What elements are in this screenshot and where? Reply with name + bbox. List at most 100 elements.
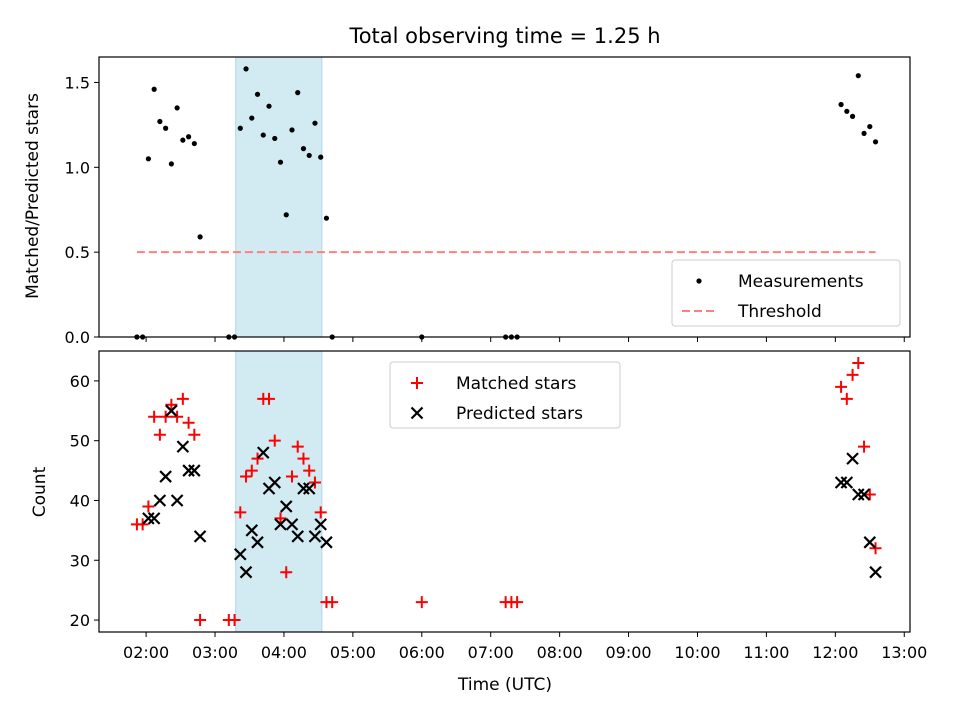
data-point (176, 440, 190, 453)
legend-box (389, 361, 621, 429)
data-point (852, 356, 865, 369)
data-point (857, 488, 871, 501)
y-tick-label: 50 (70, 432, 90, 451)
data-point (266, 103, 272, 109)
x-axis-label: Time (UTC) (457, 675, 552, 695)
y-tick-label: 1.5 (65, 73, 90, 92)
data-point (834, 476, 848, 489)
data-point (314, 518, 327, 531)
data-point (320, 536, 333, 549)
y-tick-label: 20 (70, 611, 90, 630)
data-point (838, 101, 844, 108)
data-point (840, 476, 854, 489)
data-point (256, 446, 270, 459)
data-point (302, 482, 316, 495)
data-point (197, 234, 203, 240)
data-point (245, 464, 258, 477)
data-point (415, 596, 428, 609)
legend: Matched stars Predicted stars (389, 361, 621, 429)
data-point (157, 118, 163, 125)
data-point (846, 368, 859, 381)
data-point (194, 614, 207, 627)
data-point (153, 494, 167, 507)
data-point (272, 135, 278, 142)
data-point (844, 108, 850, 114)
data-point (285, 518, 299, 531)
data-point (312, 120, 318, 126)
data-point (239, 565, 253, 579)
highlight-span (235, 56, 323, 338)
data-point (243, 66, 249, 72)
data-point (251, 452, 264, 465)
data-point (165, 398, 178, 411)
data-point (234, 547, 247, 561)
data-point (289, 127, 295, 133)
data-point (163, 125, 169, 131)
legend-label: Predicted stars (456, 404, 583, 424)
data-point (254, 91, 261, 97)
data-point (274, 512, 287, 525)
data-point (234, 506, 247, 519)
data-point (148, 410, 161, 423)
x-tick-label: 08:00 (537, 643, 583, 662)
series-matched-stars (130, 356, 882, 627)
data-point (285, 470, 298, 483)
top-panel: 0.0 0.5 1.0 1.5 Measurements Threshold (65, 56, 911, 347)
y-tick-label: 0.0 (65, 328, 90, 347)
series-predicted-stars (142, 404, 882, 579)
data-point (151, 86, 157, 92)
legend-label: Matched stars (456, 374, 576, 394)
data-point (268, 434, 281, 447)
y-tick-label: 30 (70, 551, 90, 570)
data-point (136, 518, 149, 531)
data-point (240, 470, 253, 483)
legend-label: Threshold (737, 302, 822, 322)
data-point (274, 518, 287, 531)
data-point (295, 90, 301, 96)
data-point (245, 524, 259, 537)
data-point (835, 380, 848, 393)
data-point (159, 410, 172, 423)
data-point (260, 132, 266, 138)
x-tick-label: 05:00 (330, 643, 376, 662)
data-point (176, 392, 189, 405)
data-point (188, 464, 201, 477)
data-point (170, 494, 184, 507)
data-point (869, 565, 882, 579)
data-point (297, 452, 310, 465)
data-point (182, 416, 195, 429)
data-point (323, 215, 330, 221)
x-tick-label: 02:00 (123, 643, 169, 662)
data-point (855, 73, 861, 79)
plot-frame (98, 350, 911, 633)
chart-title: Total observing time = 1.25 h (348, 24, 660, 48)
y-tick-label: 1.0 (65, 158, 90, 177)
data-point (279, 500, 293, 513)
data-point (237, 125, 243, 131)
data-point (182, 464, 195, 477)
data-point (228, 614, 241, 627)
data-point (861, 130, 867, 136)
data-point (863, 536, 877, 549)
x-tick-label: 09:00 (606, 643, 652, 662)
data-point (193, 530, 207, 543)
data-point (249, 115, 255, 121)
data-point (291, 440, 304, 453)
data-point (168, 161, 174, 167)
data-point (283, 212, 289, 218)
data-point (840, 392, 853, 405)
x-tick-label: 12:00 (812, 643, 858, 662)
data-point (280, 566, 293, 579)
data-point (852, 488, 865, 501)
data-point (306, 152, 312, 159)
x-tick-label: 03:00 (192, 643, 238, 662)
x-tick-label: 07:00 (468, 643, 514, 662)
x-tick-label: 13:00 (881, 643, 927, 662)
data-point (869, 542, 882, 555)
data-point (159, 470, 172, 483)
data-point (180, 137, 186, 143)
data-point (318, 154, 324, 160)
x-tick-label: 04:00 (261, 643, 307, 662)
data-point (188, 428, 201, 441)
